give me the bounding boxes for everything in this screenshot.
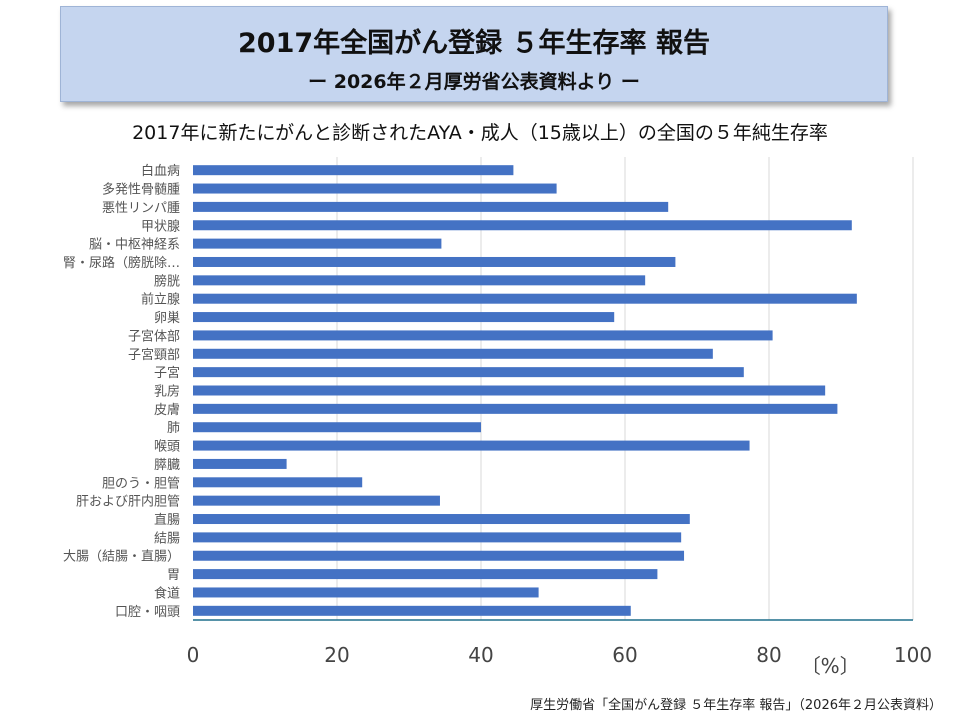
category-label: 腎・尿路（膀胱除…	[63, 255, 180, 271]
bar	[193, 165, 514, 176]
bar	[193, 201, 669, 212]
bar	[193, 293, 857, 304]
bar	[193, 569, 658, 580]
x-tick-label: 40	[468, 643, 493, 667]
bar	[193, 514, 690, 525]
report-subtitle: ー 2026年２月厚労省公表資料より ー	[308, 71, 640, 93]
category-label: 子宮頸部	[128, 347, 180, 363]
bar	[193, 312, 615, 323]
bar	[193, 238, 442, 249]
bar	[193, 348, 713, 359]
bar	[193, 422, 481, 433]
bar	[193, 403, 838, 414]
category-label: 前立腺	[141, 292, 180, 308]
category-label: 肝および肝内胆管	[76, 494, 180, 510]
bar	[193, 550, 685, 561]
category-label: 大腸（結腸・直腸）	[63, 550, 180, 565]
bar	[193, 330, 773, 341]
x-tick-label: 100	[894, 643, 932, 667]
category-label: 子宮	[154, 365, 180, 381]
category-label: 悪性リンパ腫	[102, 200, 180, 216]
bar	[193, 275, 646, 286]
category-label: 結腸	[154, 531, 180, 546]
x-tick-label: 0	[187, 643, 200, 667]
category-label: 胆のう・胆管	[102, 476, 180, 491]
report-title: 2017年全国がん登録 ５年生存率 報告	[238, 28, 710, 59]
chart-heading: 2017年に新たにがんと診断されたAYA・成人（15歳以上）の全国の５年純生存率	[132, 122, 828, 144]
category-label: 口腔・咽頭	[115, 605, 180, 620]
bar	[193, 532, 682, 543]
category-label: 胃	[167, 568, 180, 583]
bar	[193, 477, 363, 488]
bar	[193, 605, 631, 616]
x-tick-label: 80	[756, 643, 781, 667]
x-tick-label: 60	[612, 643, 637, 667]
bar	[193, 587, 539, 598]
category-label: 甲状腺	[141, 219, 180, 234]
bar	[193, 220, 852, 231]
bar	[193, 183, 557, 194]
source-note: 厚生労働省「全国がん登録 ５年生存率 報告」（2026年２月公表資料）	[530, 698, 942, 713]
bar	[193, 458, 287, 469]
category-label: 直腸	[154, 513, 180, 528]
x-tick-label: 20	[324, 643, 349, 667]
category-label: 脳・中枢神経系	[89, 238, 180, 253]
x-unit-label: 〔%〕	[801, 654, 860, 678]
bar	[193, 440, 750, 451]
category-label: 卵巣	[154, 311, 180, 326]
category-label: 乳房	[154, 384, 180, 400]
bar	[193, 367, 744, 378]
category-label: 白血病	[141, 163, 180, 179]
category-label: 肺	[167, 421, 180, 436]
category-label: 皮膚	[154, 402, 180, 418]
category-label: 膀胱	[154, 273, 180, 289]
title-banner: 2017年全国がん登録 ５年生存率 報告 ー 2026年２月厚労省公表資料より …	[60, 6, 888, 102]
bar	[193, 256, 676, 267]
category-label: 喉頭	[154, 440, 180, 455]
category-label: 多発性骨髄腫	[102, 182, 180, 198]
bar	[193, 385, 826, 396]
category-label: 食道	[154, 585, 180, 601]
bar	[193, 495, 440, 506]
category-label: 子宮体部	[128, 328, 180, 344]
category-label: 膵臓	[154, 458, 180, 473]
